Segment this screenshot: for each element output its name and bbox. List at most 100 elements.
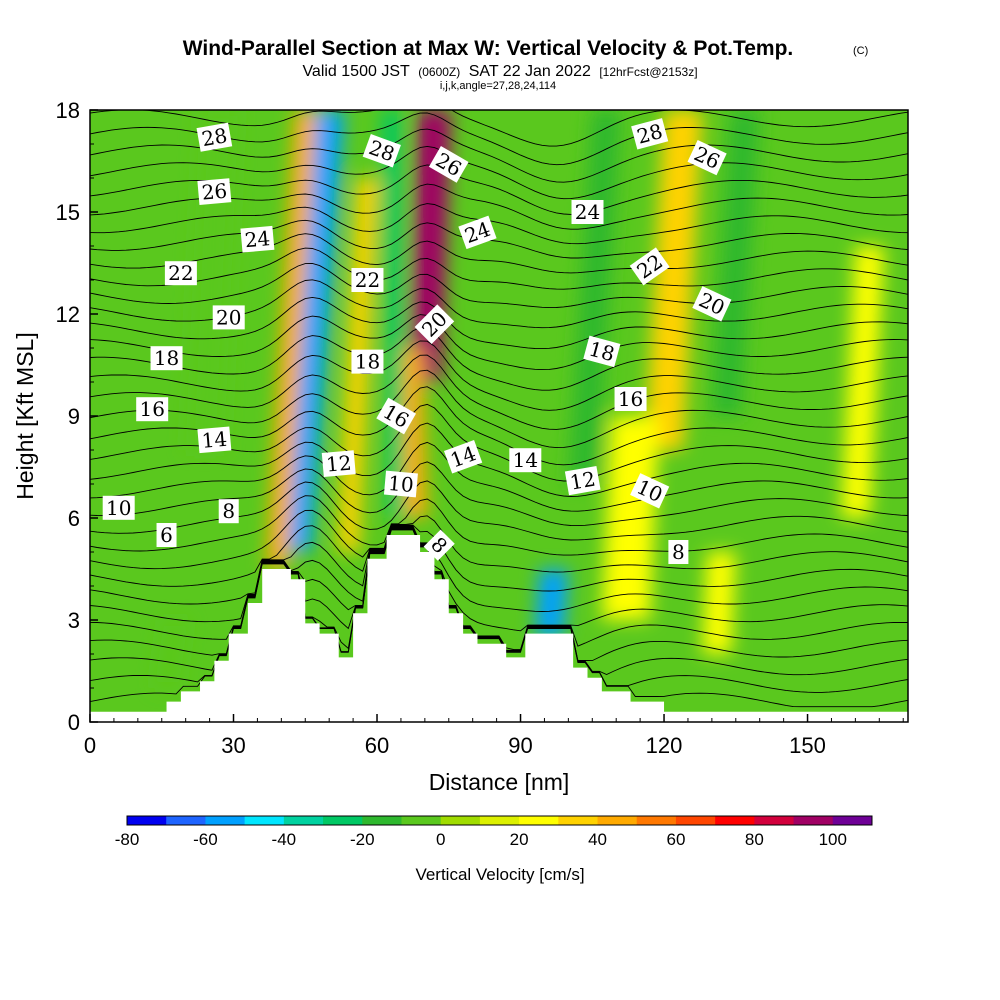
theta-contour-5 xyxy=(90,526,908,632)
y-tick-label: 9 xyxy=(68,404,80,429)
contour-label-bg xyxy=(630,473,670,509)
w-band-8 xyxy=(601,416,660,620)
theta-contour-12 xyxy=(90,441,908,512)
contour-label-12: 26 xyxy=(428,146,469,183)
contour-label-20: 10 xyxy=(383,470,418,498)
colorbar-swatch xyxy=(636,816,677,825)
potential-temperature-contours xyxy=(90,110,908,708)
contour-label-bg xyxy=(428,146,469,183)
contour-label-3: 22 xyxy=(164,261,197,286)
colorbar-swatch xyxy=(440,816,481,825)
contour-label-1: 26 xyxy=(197,178,232,205)
theta-contour-20 xyxy=(90,314,908,371)
contour-label-bg xyxy=(668,540,689,564)
contour-label-text: 18 xyxy=(154,346,179,370)
contour-label-text: 26 xyxy=(201,179,228,205)
w-band-9 xyxy=(702,552,736,654)
colorbar-tick-label: 40 xyxy=(588,830,607,849)
contour-label-bg xyxy=(212,305,245,330)
theta-contour-19 xyxy=(90,327,908,391)
colorbar-tick-label: 80 xyxy=(745,830,764,849)
contour-label-bg xyxy=(351,268,384,292)
contour-label-bg xyxy=(164,261,197,286)
contour-label-text: 16 xyxy=(618,387,643,411)
colorbar-swatch xyxy=(793,816,834,825)
contour-label-bg xyxy=(509,448,542,473)
valid-utc: (0600Z) xyxy=(418,65,460,79)
valid-date: SAT 22 Jan 2022 xyxy=(469,63,591,80)
y-tick-label: 0 xyxy=(68,710,80,735)
contour-label-bg xyxy=(136,397,169,422)
contour-label-22: 14 xyxy=(509,448,542,473)
theta-contour-23 xyxy=(90,263,908,309)
contour-label-text: 8 xyxy=(672,540,685,564)
contour-label-text: 10 xyxy=(106,496,131,520)
contour-label-bg xyxy=(414,304,455,344)
y-tick-label: 3 xyxy=(68,608,80,633)
colorbar-tick-label: -40 xyxy=(272,830,297,849)
theta-contour-8 xyxy=(90,509,908,573)
theta-contour-27 xyxy=(90,203,908,245)
forecast-info: [12hrFcst@2153z] xyxy=(599,65,697,79)
contour-label-bg xyxy=(150,346,183,371)
contour-label-4: 20 xyxy=(212,305,245,330)
colorbar-swatch xyxy=(166,816,206,825)
contour-label-bg xyxy=(362,134,401,168)
contour-label-bg xyxy=(631,118,669,150)
w-band-7 xyxy=(644,110,703,450)
theta-contour-18 xyxy=(90,340,908,411)
copyright-mark: (C) xyxy=(853,45,868,57)
contour-label-bg xyxy=(458,215,497,250)
contour-label-text: 28 xyxy=(200,123,229,151)
contour-label-bg xyxy=(423,529,455,561)
terrain-profile xyxy=(90,535,908,722)
colorbar-tick-label: -20 xyxy=(350,830,375,849)
w-band-10 xyxy=(568,110,621,484)
contour-label-16: 18 xyxy=(351,349,384,374)
contour-label-bg xyxy=(443,440,483,474)
contour-label-text: 14 xyxy=(513,448,538,472)
w-band-11 xyxy=(711,110,760,416)
contour-label-8: 10 xyxy=(102,495,135,520)
colorbar-tick-label: 20 xyxy=(510,830,529,849)
colorbar-swatch xyxy=(832,816,873,825)
x-tick-label: 90 xyxy=(508,733,532,758)
contour-label-7: 14 xyxy=(197,426,232,454)
colorbar-tick-label: -80 xyxy=(115,830,140,849)
contour-label-bg xyxy=(376,397,417,435)
contour-label-text: 22 xyxy=(355,268,380,292)
colorbar-swatch xyxy=(558,816,599,825)
colorbar-label: Vertical Velocity [cm/s] xyxy=(415,865,584,884)
colorbar-swatch xyxy=(597,816,638,825)
x-axis-label: Distance [nm] xyxy=(429,769,570,795)
contour-label-text: 8 xyxy=(222,499,235,523)
contour-label-text: 18 xyxy=(355,350,380,374)
colorbar-tick-label: -60 xyxy=(193,830,218,849)
colorbar-frame xyxy=(126,815,873,826)
theta-contour-6 xyxy=(90,525,908,612)
colorbar: -80 -60 -40 -20 0 20 40 60 80 100 xyxy=(115,815,873,849)
contour-label-bg xyxy=(351,349,384,374)
contour-label-bg xyxy=(692,286,732,322)
colorbar-tick-label: 100 xyxy=(819,830,847,849)
grid-indices: i,j,k,angle=27,28,24,114 xyxy=(440,80,556,92)
colorbar-swatch xyxy=(519,816,559,825)
colorbar-tick-label: 60 xyxy=(666,830,685,849)
contour-label-6: 16 xyxy=(136,397,169,422)
contour-label-2: 24 xyxy=(240,225,275,253)
contour-label-bg xyxy=(240,225,275,253)
contour-label-bg xyxy=(102,495,135,520)
contour-label-23: 24 xyxy=(571,200,604,224)
colorbar-swatch xyxy=(362,816,402,825)
y-tick-label: 18 xyxy=(56,98,80,123)
contour-label-bg xyxy=(571,200,604,224)
w-band-14 xyxy=(841,246,885,518)
contour-label-text: 24 xyxy=(575,200,600,224)
colorbar-swatch xyxy=(754,816,795,825)
contour-label-text: 24 xyxy=(244,226,271,252)
x-tick-label: 0 xyxy=(84,733,96,758)
x-tick-label: 60 xyxy=(365,733,389,758)
